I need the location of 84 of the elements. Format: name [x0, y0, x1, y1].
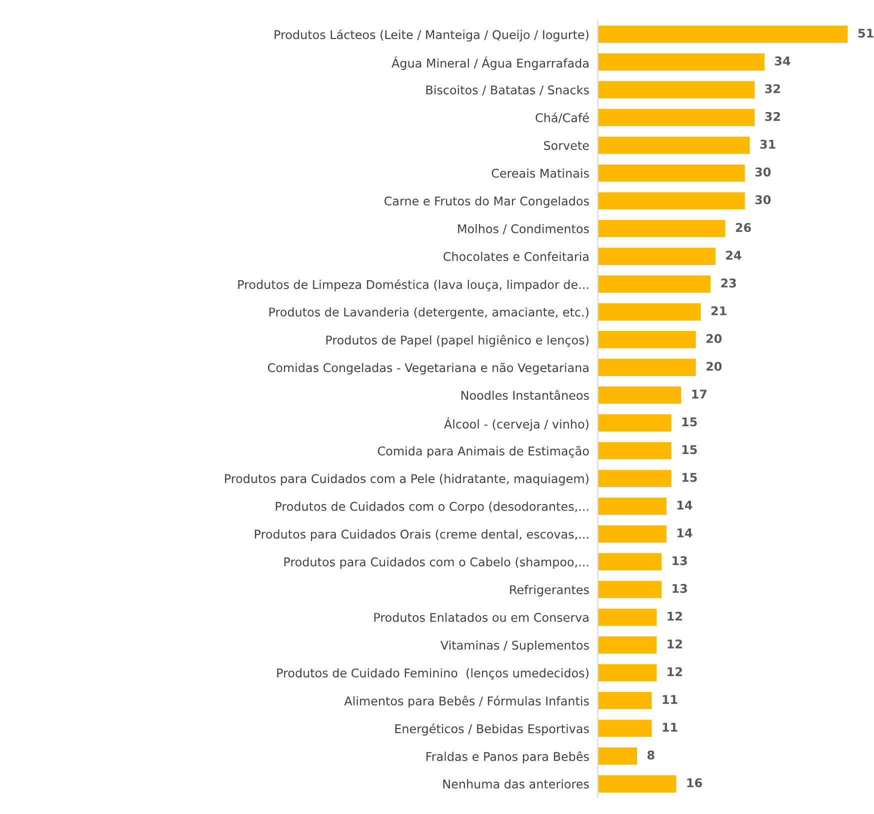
- y-tick-label: Noodles Instantâneos: [461, 390, 589, 400]
- bar: [598, 248, 716, 265]
- y-tick-label: Vitaminas / Suplementos: [440, 640, 589, 652]
- data-label: 26: [736, 223, 751, 232]
- y-tick-label: Fraldas e Panos para Bebês: [426, 751, 589, 764]
- y-tick-label: Produtos de Cuidado Feminino (lenços umedecidos): [277, 668, 588, 680]
- bar: [598, 220, 726, 238]
- y-tick-label: Energéticos / Bebidas Esportivas: [395, 724, 589, 736]
- bar: [598, 108, 755, 126]
- data-label: 24: [726, 250, 742, 260]
- y-tick-label: Produtos de Papel (papel higiênico e lenços): [326, 334, 588, 347]
- data-label: 15: [682, 445, 697, 454]
- bar: [598, 553, 662, 570]
- bar: [598, 692, 652, 710]
- bar: [598, 636, 657, 654]
- data-label: 30: [755, 167, 771, 177]
- data-label: 14: [678, 500, 692, 510]
- y-tick-label: Comidas Congeladas - Vegetariana e não Vegetariana: [268, 362, 588, 375]
- data-label: 8: [647, 750, 654, 760]
- data-label: 21: [711, 306, 726, 316]
- data-label: 12: [668, 667, 682, 676]
- y-tick-label: Carne e Frutos do Mar Congelados: [384, 196, 589, 208]
- bar: [598, 498, 666, 515]
- y-tick-label: Álcool - (cerveja / vinho): [444, 417, 588, 431]
- bar: [598, 525, 666, 543]
- bar: [598, 470, 672, 488]
- bar: [598, 358, 696, 376]
- data-label: 13: [672, 556, 687, 566]
- y-tick-label: Nenhuma das anteriores: [443, 779, 589, 789]
- bar: [598, 192, 745, 210]
- y-tick-label: Produtos para Cuidados Orais (creme dental, escovas,...: [254, 529, 588, 541]
- data-label: 12: [668, 612, 682, 621]
- bar: [598, 386, 682, 404]
- data-label: 15: [682, 473, 697, 482]
- data-label: 20: [706, 334, 722, 344]
- y-tick-label: Comida para Animais de Estimação: [378, 446, 589, 458]
- bar: [598, 580, 662, 598]
- y-tick-label: Produtos Lácteos (Leite / Manteiga / Queijo / Iogurte): [274, 29, 588, 42]
- data-label: 17: [692, 390, 707, 398]
- data-label: 34: [774, 56, 790, 66]
- y-tick-label: Produtos de Limpeza Doméstica (lava louça, limpador de...: [238, 279, 588, 292]
- data-label: 11: [662, 695, 678, 704]
- data-label: 11: [662, 722, 678, 732]
- y-tick-label: Biscoitos / Batatas / Snacks: [426, 85, 589, 96]
- bar: [598, 414, 672, 432]
- data-label: 15: [682, 418, 697, 426]
- bar: [598, 275, 711, 293]
- y-tick-label: Produtos para Cuidados com a Pele (hidratante, maquiagem): [225, 474, 588, 486]
- y-tick-label: Alimentos para Bebês / Fórmulas Infantis: [344, 696, 589, 708]
- data-label: 31: [760, 140, 776, 149]
- data-label: 30: [755, 195, 771, 204]
- y-tick-label: Chá/Café: [536, 112, 589, 124]
- data-label: 13: [672, 584, 687, 593]
- y-tick-label: Refrigerantes: [510, 584, 589, 597]
- data-label: 32: [765, 84, 780, 94]
- bar: [598, 331, 696, 348]
- y-tick-label: Produtos para Cuidados com o Cabelo (shampoo,...: [284, 557, 588, 569]
- bar: [598, 53, 764, 71]
- y-tick-label: Produtos Enlatados ou em Conserva: [374, 612, 588, 622]
- y-tick-label: Produtos de Cuidados com o Corpo (desodorantes,...: [276, 502, 588, 514]
- bar: [598, 720, 652, 737]
- y-tick-label: Cereais Matinais: [492, 168, 589, 178]
- data-label: 23: [721, 278, 736, 288]
- data-label: 51: [858, 28, 874, 38]
- y-tick-label: Molhos / Condimentos: [458, 224, 589, 234]
- data-label: 14: [678, 528, 692, 538]
- bar: [598, 775, 676, 792]
- bar: [598, 136, 750, 154]
- y-tick-label: Água Mineral / Água Engarrafada: [392, 56, 588, 70]
- data-label: 20: [706, 362, 722, 371]
- bar: [598, 664, 657, 682]
- bar: [598, 303, 701, 320]
- bar: [598, 164, 745, 182]
- bar: [598, 442, 672, 460]
- data-label: 32: [765, 112, 780, 121]
- bar: [598, 747, 638, 765]
- data-label: 12: [668, 639, 682, 648]
- y-tick-label: Chocolates e Confeitaria: [444, 252, 588, 262]
- bar: [598, 608, 657, 626]
- data-label: 16: [687, 778, 702, 788]
- bar: [598, 26, 848, 43]
- y-tick-label: Sorvete: [544, 140, 589, 150]
- y-tick-label: Produtos de Lavanderia (detergente, amaciante, etc.): [269, 307, 588, 319]
- bar: [598, 81, 755, 98]
